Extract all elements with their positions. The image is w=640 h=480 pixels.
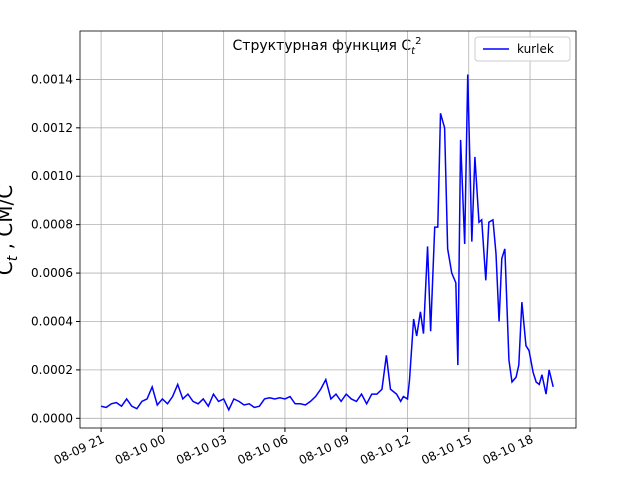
y-tick-label: 0.0002 [31, 363, 73, 377]
x-tick-label: 08-10 00 [113, 432, 168, 467]
plot-frame [79, 30, 577, 429]
y-tick-label: 0.0010 [31, 169, 73, 183]
y-axis-label: Ct , СМ/С [0, 185, 21, 275]
y-tick-label: 0.0004 [31, 314, 73, 328]
legend-label: kurlek [517, 42, 554, 56]
x-tick-label: 08-10 03 [174, 432, 229, 467]
x-tick-label: 08-09 21 [52, 432, 107, 467]
y-tick-label: 0.0012 [31, 121, 73, 135]
x-tick-label: 08-10 09 [297, 432, 352, 467]
x-tick-label: 08-10 15 [419, 432, 474, 467]
chart-title: Структурная функция Ct2 [233, 36, 422, 57]
y-tick-label: 0.0006 [31, 266, 73, 280]
x-tick-label: 08-10 06 [235, 432, 290, 467]
x-tick-label: 08-10 18 [480, 432, 535, 467]
data-line [100, 74, 554, 412]
y-tick-label: 0.0014 [31, 72, 73, 86]
y-tick-label: 0.0008 [31, 218, 73, 232]
y-tick-label: 0.0000 [31, 411, 73, 425]
legend-box [474, 36, 571, 62]
x-tick-label: 08-10 12 [358, 432, 413, 467]
